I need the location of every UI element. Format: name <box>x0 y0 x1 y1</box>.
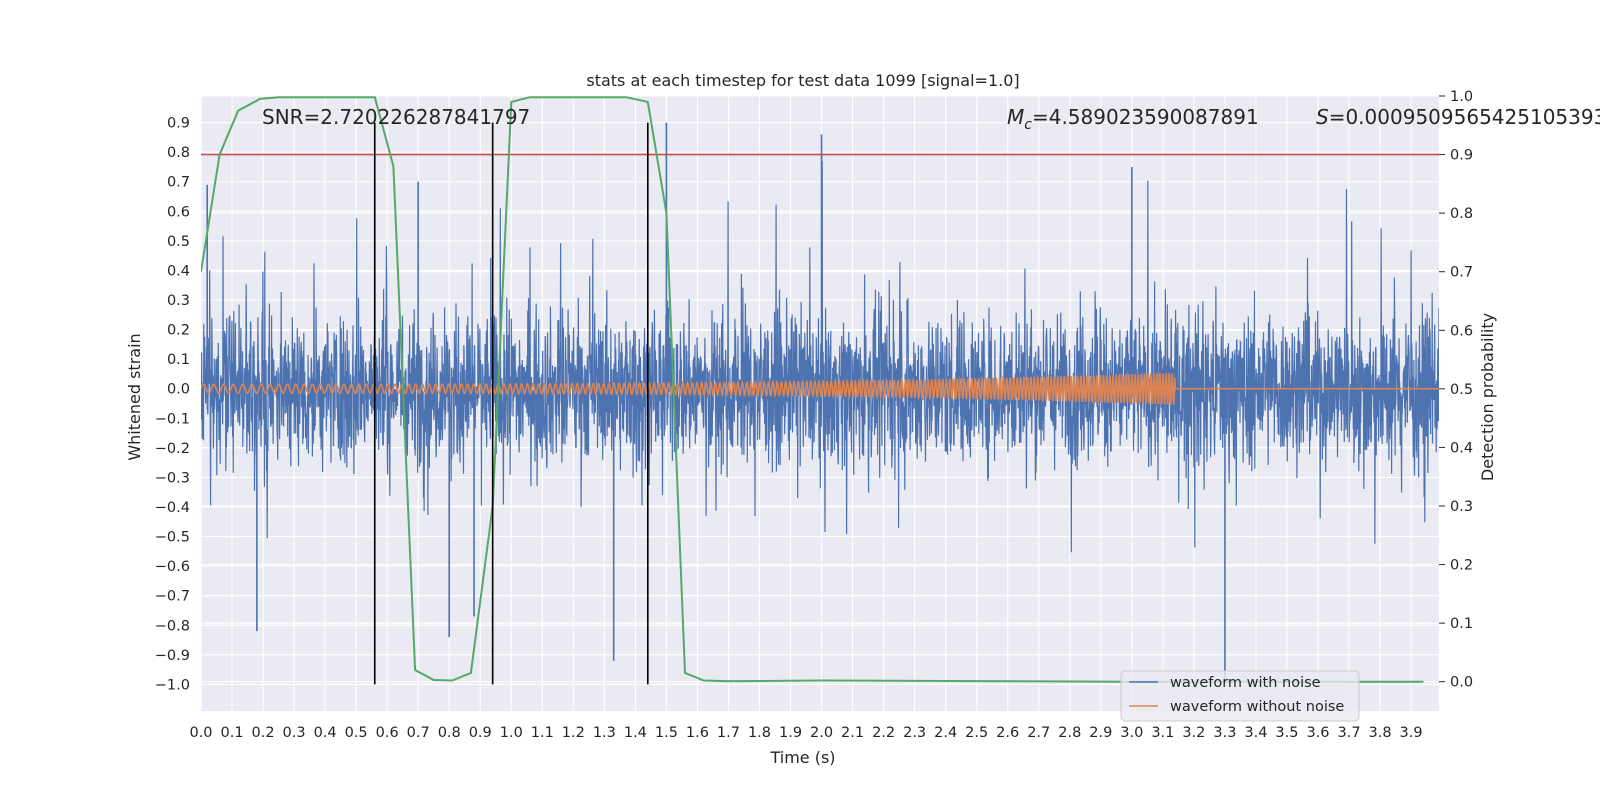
x-tick-label: 1.5 <box>655 725 678 741</box>
y-tick-label: 0.4 <box>167 263 190 279</box>
y-tick-label: 0.8 <box>167 145 190 161</box>
series-waveform-without-noise <box>201 371 1439 405</box>
series-detection-probability <box>201 96 1424 683</box>
x-tick-label: 1.4 <box>624 725 647 741</box>
y2-tick-label: 0.9 <box>1450 148 1473 164</box>
x-tick-label: 0.7 <box>407 725 430 741</box>
y2-tick-label: 0.8 <box>1450 206 1473 222</box>
y2-tick-label: 0.0 <box>1450 675 1473 691</box>
x-tick-label: 3.4 <box>1244 725 1267 741</box>
x-tick-label: 3.0 <box>1120 725 1143 741</box>
y-axis-ticks: 0.9 0.8 0.7 0.6 0.5 0.4 0.3 0.2 0.1 0.0 −0.1 −0.2 −0… <box>155 116 190 694</box>
y2-axis-label: Detection probability <box>1478 313 1497 481</box>
y-tick-label: 0.3 <box>167 293 190 309</box>
x-tick-label: 2.0 <box>810 725 833 741</box>
x-tick-label: 1.2 <box>562 725 585 741</box>
x-tick-label: 0.8 <box>438 725 461 741</box>
snr-annotation: SNR=2.720226287841797 <box>262 105 530 129</box>
series-waveform-with-noise <box>201 161 1439 553</box>
y2-tick-label: 0.5 <box>1450 382 1473 398</box>
x-tick-label: 2.2 <box>872 725 895 741</box>
x-tick-label: 1.8 <box>748 725 771 741</box>
y-tick-label: −0.5 <box>155 530 190 546</box>
series-layer <box>201 96 1439 685</box>
x-tick-label: 3.8 <box>1369 725 1392 741</box>
x-tick-label: 3.3 <box>1213 725 1236 741</box>
y-tick-label: 0.2 <box>167 323 190 339</box>
y2-tick-label: 0.2 <box>1450 558 1473 574</box>
x-tick-label: 3.6 <box>1306 725 1329 741</box>
legend-label-noise: waveform with noise <box>1170 675 1321 691</box>
legend-label-clean: waveform without noise <box>1170 699 1344 715</box>
y2-tick-label: 1.0 <box>1450 89 1473 105</box>
x-tick-label: 2.8 <box>1058 725 1081 741</box>
s-annotation: S=0.0009509565425105393 <box>1316 105 1600 129</box>
y-tick-label: −0.2 <box>155 441 190 457</box>
x-axis-ticks: 0.0 0.1 0.2 0.3 0.4 0.5 0.6 0.7 0.8 0.9 1.0 1.1 1.2 1… <box>189 725 1422 741</box>
y-axis-label: Whitened strain <box>125 333 144 460</box>
x-tick-label: 2.6 <box>996 725 1019 741</box>
x-tick-label: 1.1 <box>531 725 554 741</box>
y-tick-label: 0.1 <box>167 352 190 368</box>
x-tick-label: 2.1 <box>841 725 864 741</box>
x-tick-label: 0.6 <box>376 725 399 741</box>
x-tick-label: 0.9 <box>469 725 492 741</box>
y-tick-label: −0.7 <box>155 589 190 605</box>
y2-tick-label: 0.7 <box>1450 265 1473 281</box>
y-tick-label: −0.3 <box>155 470 190 486</box>
y2-tick-label: 0.1 <box>1450 616 1473 632</box>
x-tick-label: 0.4 <box>314 725 337 741</box>
y-tick-label: −1.0 <box>155 677 190 693</box>
x-tick-label: 1.3 <box>593 725 616 741</box>
x-tick-label: 2.5 <box>965 725 988 741</box>
x-tick-label: 2.7 <box>1027 725 1050 741</box>
y-tick-label: 0.5 <box>167 234 190 250</box>
x-tick-label: 2.9 <box>1089 725 1112 741</box>
chart-title: stats at each timestep for test data 109… <box>586 71 1019 90</box>
x-tick-label: 3.7 <box>1337 725 1360 741</box>
x-tick-label: 1.0 <box>500 725 523 741</box>
y-tick-label: 0.9 <box>167 116 190 132</box>
y2-axis-ticks: 1.0 0.9 0.8 0.7 0.6 0.5 0.4 0.3 0.2 0.1 0.0 <box>1439 89 1473 691</box>
y-tick-label: −0.1 <box>155 411 190 427</box>
y-tick-label: −0.6 <box>155 559 190 575</box>
x-tick-label: 0.1 <box>220 725 243 741</box>
x-tick-label: 1.6 <box>686 725 709 741</box>
y-tick-label: 0.7 <box>167 175 190 191</box>
x-tick-label: 3.1 <box>1151 725 1174 741</box>
x-tick-label: 1.7 <box>717 725 740 741</box>
grid <box>200 95 1439 711</box>
x-tick-label: 0.0 <box>189 725 212 741</box>
x-tick-label: 3.5 <box>1275 725 1298 741</box>
mc-annotation: Mc=4.589023590087891 <box>1007 105 1259 133</box>
x-tick-label: 3.9 <box>1400 725 1423 741</box>
x-tick-label: 2.4 <box>934 725 957 741</box>
x-tick-label: 0.3 <box>283 725 306 741</box>
x-tick-label: 2.3 <box>903 725 926 741</box>
y-tick-label: −0.8 <box>155 618 190 634</box>
x-tick-label: 1.9 <box>779 725 802 741</box>
y2-tick-label: 0.6 <box>1450 323 1473 339</box>
x-axis-label: Time (s) <box>769 748 835 767</box>
y-tick-label: 0.0 <box>167 382 190 398</box>
legend: waveform with noise waveform without noi… <box>1120 670 1360 722</box>
y2-tick-label: 0.4 <box>1450 440 1473 456</box>
y-tick-label: −0.9 <box>155 648 190 664</box>
y2-tick-label: 0.3 <box>1450 499 1473 515</box>
x-tick-label: 3.2 <box>1182 725 1205 741</box>
x-tick-label: 0.5 <box>345 725 368 741</box>
y-tick-label: −0.4 <box>155 500 190 516</box>
y-tick-label: 0.6 <box>167 204 190 220</box>
x-tick-label: 0.2 <box>252 725 275 741</box>
